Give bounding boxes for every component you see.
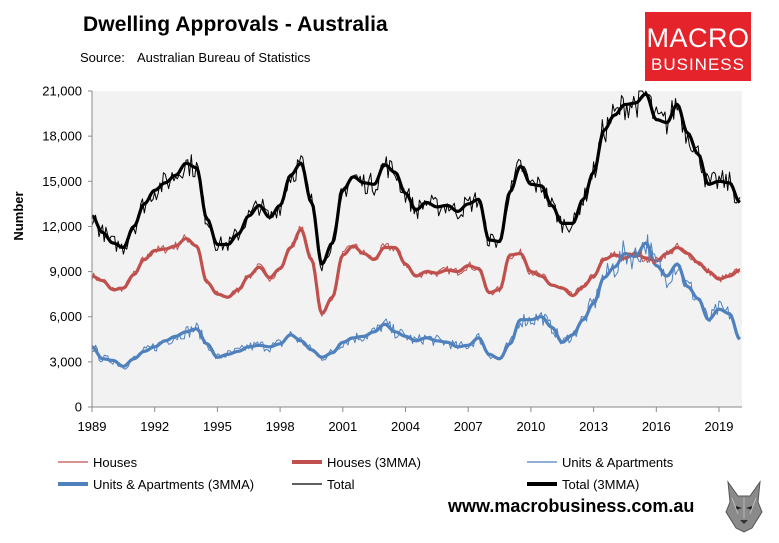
- x-tick-label: 2004: [391, 419, 420, 434]
- website-url: www.macrobusiness.com.au: [448, 496, 695, 516]
- legend-swatch-units-3mma: [58, 482, 88, 486]
- legend-label-total: Total: [327, 477, 355, 492]
- legend-swatch-total: [292, 483, 322, 485]
- x-tick-label: 1989: [78, 419, 107, 434]
- series-layer: [91, 90, 742, 370]
- series-line-houses: [91, 225, 741, 317]
- y-tick-label: 12,000: [42, 219, 82, 234]
- y-tick-label: 0: [75, 400, 82, 415]
- legend-swatch-houses: [58, 461, 88, 463]
- x-tick-label: 2007: [454, 419, 483, 434]
- series-line-total: [91, 90, 741, 272]
- y-tick-label: 18,000: [42, 129, 82, 144]
- logo-line2: BUSINESS: [651, 55, 745, 74]
- x-tick-label: 2016: [642, 419, 671, 434]
- y-axis-label: Number: [11, 191, 26, 240]
- legend-label-houses: Houses: [93, 455, 138, 470]
- legend-swatch-houses-3mma: [292, 460, 322, 464]
- y-tick-label: 3,000: [49, 354, 82, 369]
- wolf-logo-icon: [722, 478, 766, 534]
- x-tick-label: 2001: [328, 419, 357, 434]
- logo-line1: MACRO: [646, 23, 750, 53]
- x-tick-label: 1995: [203, 419, 232, 434]
- source-value: Australian Bureau of Statistics: [137, 50, 311, 65]
- plot-area: [92, 91, 742, 407]
- line-chart: 0 3,000 6,000 9,000 12,000 15,000 18,000 21,000…: [11, 84, 742, 435]
- ticks-layer: 0 3,000 6,000 9,000 12,000 15,000 18,000 21,000…: [42, 84, 733, 435]
- series-line-units-apartments: [91, 234, 741, 370]
- legend-label-total-3mma: Total (3MMA): [562, 477, 640, 492]
- y-tick-label: 9,000: [49, 264, 82, 279]
- legend-label-units-3mma: Units & Apartments (3MMA): [93, 477, 255, 492]
- legend-label-units: Units & Apartments: [562, 455, 674, 470]
- macrobusiness-logo: MACRO BUSINESS: [645, 12, 751, 81]
- y-tick-label: 6,000: [49, 309, 82, 324]
- x-tick-label: 2019: [705, 419, 734, 434]
- x-tick-label: 1998: [266, 419, 295, 434]
- chart-title: Dwelling Approvals - Australia: [83, 13, 388, 36]
- source-label: Source:: [80, 50, 125, 65]
- x-tick-label: 1992: [140, 419, 169, 434]
- legend-label-houses-3mma: Houses (3MMA): [327, 455, 421, 470]
- y-tick-label: 21,000: [42, 84, 82, 99]
- x-tick-label: 2013: [579, 419, 608, 434]
- x-tick-label: 2010: [516, 419, 545, 434]
- legend-swatch-units: [527, 461, 557, 463]
- y-tick-label: 15,000: [42, 174, 82, 189]
- legend-swatch-total-3mma: [527, 482, 557, 486]
